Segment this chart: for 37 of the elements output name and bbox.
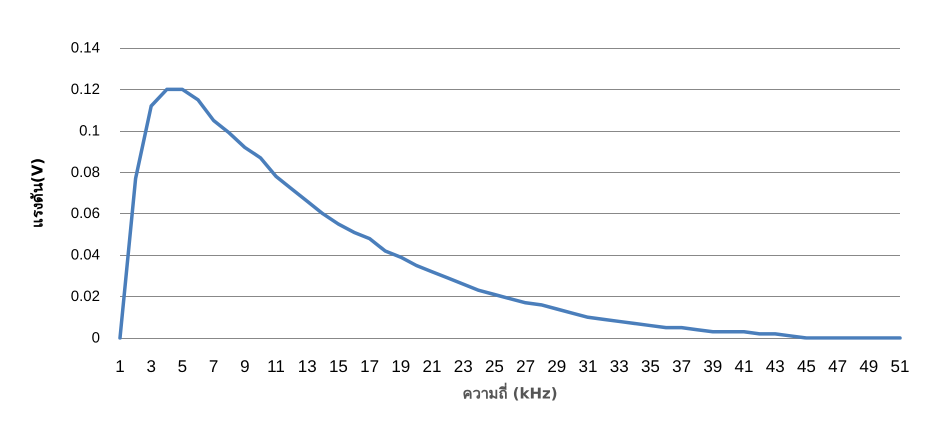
x-tick-label: 21 bbox=[422, 357, 442, 376]
x-tick-label: 37 bbox=[672, 357, 692, 376]
x-tick-label: 5 bbox=[178, 357, 188, 376]
x-tick-label: 47 bbox=[828, 357, 848, 376]
x-tick-label: 7 bbox=[208, 357, 218, 376]
x-tick-label: 27 bbox=[516, 357, 536, 376]
x-tick-label: 33 bbox=[610, 357, 629, 376]
x-tick-label: 29 bbox=[547, 357, 566, 376]
x-tick-label: 1 bbox=[115, 357, 125, 376]
x-tick-label: 3 bbox=[146, 357, 156, 376]
y-tick-label: 0.04 bbox=[70, 246, 100, 264]
y-tick-label: 0.1 bbox=[79, 122, 100, 140]
x-tick-label: 17 bbox=[360, 357, 380, 376]
x-tick-label: 23 bbox=[454, 357, 473, 376]
y-tick-label: 0.08 bbox=[70, 164, 100, 181]
x-tick-label: 15 bbox=[328, 357, 348, 376]
x-tick-label: 51 bbox=[890, 357, 910, 376]
y-axis-title: แรงดัน(V) bbox=[28, 158, 46, 228]
x-axis-title: ความถี่ (kHz) bbox=[462, 382, 558, 402]
y-tick-label: 0.06 bbox=[70, 205, 100, 222]
x-tick-label: 31 bbox=[578, 357, 598, 376]
x-tick-label: 11 bbox=[267, 357, 285, 376]
x-tick-label: 19 bbox=[391, 357, 410, 376]
y-tick-label: 0 bbox=[92, 330, 100, 346]
x-tick-label: 9 bbox=[240, 357, 250, 376]
x-tick-label: 13 bbox=[298, 357, 317, 376]
x-tick-label: 45 bbox=[796, 357, 816, 376]
y-tick-label: 0.02 bbox=[70, 288, 100, 306]
x-tick-label: 35 bbox=[640, 357, 660, 376]
x-tick-label: 39 bbox=[703, 357, 722, 376]
x-tick-label: 25 bbox=[484, 357, 504, 376]
y-tick-label: 0.14 bbox=[70, 40, 100, 56]
line-series bbox=[118, 88, 902, 340]
x-tick-label: 43 bbox=[766, 357, 785, 376]
x-tick-label: 41 bbox=[734, 357, 754, 376]
x-tick-label: 49 bbox=[859, 357, 878, 376]
y-tick-label: 0.12 bbox=[70, 80, 100, 98]
